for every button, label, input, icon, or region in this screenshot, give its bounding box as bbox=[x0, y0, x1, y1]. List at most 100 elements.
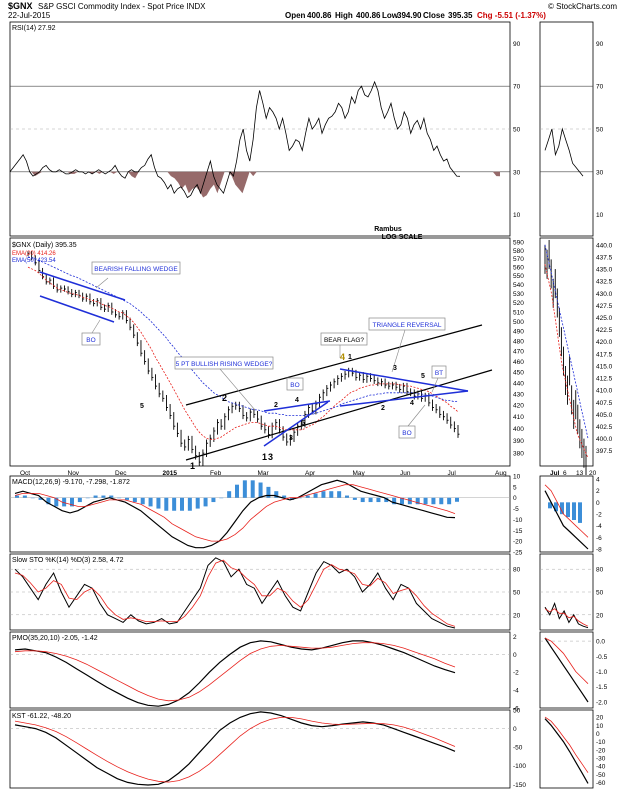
wave-number-label: 1 bbox=[348, 354, 352, 361]
x-tick-label: May bbox=[353, 470, 366, 477]
side-price-tick-label: 425.0 bbox=[596, 315, 613, 322]
kst-line bbox=[14, 711, 456, 786]
rising-wedge-label: 5 PT BULLISH RISING WEDGE? bbox=[176, 361, 273, 368]
side-price-tick-label: 400.0 bbox=[596, 436, 613, 443]
side-panel-frame bbox=[539, 709, 594, 789]
side-sto-k-line bbox=[544, 601, 589, 629]
macd-histogram-bar bbox=[431, 497, 436, 505]
macd-histogram-bar bbox=[30, 497, 35, 499]
side-macd-tick-label: -6 bbox=[596, 535, 602, 542]
price-tick-label: 410 bbox=[513, 414, 524, 421]
macd-histogram-bar bbox=[313, 493, 318, 498]
sto-tick-label: 80 bbox=[513, 567, 521, 574]
macd-histogram-bar bbox=[258, 482, 263, 498]
macd-histogram-bar bbox=[415, 497, 420, 505]
macd-histogram-bar bbox=[274, 491, 279, 498]
side-panel-frame bbox=[539, 475, 594, 553]
side-pmo-tick-label: -1.0 bbox=[596, 669, 608, 676]
x-tick-label: Aug bbox=[495, 470, 507, 477]
macd-histogram-bar bbox=[266, 486, 271, 498]
side-price-tick-label: 430.0 bbox=[596, 291, 613, 298]
macd-histogram-bar bbox=[227, 491, 232, 498]
side-pmo-line bbox=[544, 637, 589, 703]
panel-frame bbox=[9, 631, 511, 709]
macd-histogram-bar bbox=[352, 497, 357, 500]
kst-tick-label: -50 bbox=[513, 745, 523, 752]
bear-flag-label-box bbox=[320, 332, 368, 346]
side-ema20-line bbox=[544, 264, 589, 459]
close-value: 395.35 bbox=[448, 11, 473, 20]
rsi-line bbox=[9, 80, 461, 199]
side-kst-signal-line bbox=[544, 716, 589, 773]
rising-wedge-label-box bbox=[174, 356, 274, 370]
side-panel-frame bbox=[539, 237, 594, 467]
price-tick-label: 490 bbox=[513, 329, 524, 336]
side-macd-tick-label: 4 bbox=[596, 477, 600, 484]
side-price-tick-label: 410.0 bbox=[596, 388, 613, 395]
macd-histogram-bar bbox=[337, 491, 342, 498]
macd-histogram-bar bbox=[439, 497, 444, 505]
pmo-tick-label: -6 bbox=[513, 706, 519, 713]
macd-histogram-bar bbox=[321, 491, 326, 498]
macd-histogram-bar bbox=[211, 497, 216, 503]
macd-histogram-bar bbox=[242, 480, 247, 498]
wedge-pointer bbox=[95, 277, 109, 289]
rising-wedge-top bbox=[263, 400, 331, 412]
ema50-legend: EMA(50) 423.54 bbox=[12, 258, 56, 264]
price-tick-label: 390 bbox=[513, 438, 524, 445]
rsi-tick-label: 30 bbox=[513, 169, 521, 176]
side-sto-tick-label: 20 bbox=[596, 612, 604, 619]
macd-histogram-bar bbox=[195, 497, 200, 509]
wave-number-label: 5 bbox=[421, 373, 425, 380]
macd-histogram-bar bbox=[117, 497, 122, 499]
side-price-tick-label: 432.5 bbox=[596, 279, 613, 286]
high-label: High bbox=[335, 11, 353, 20]
side-x-tick-label: 20 bbox=[589, 470, 597, 477]
bt-label: BT bbox=[435, 370, 443, 377]
wave-number-label: 2 bbox=[274, 402, 278, 409]
channel-lower-line bbox=[185, 369, 493, 461]
scale-note: LOG SCALE bbox=[382, 234, 423, 241]
macd-histogram-bar bbox=[368, 497, 373, 503]
rsi-tick-label: 90 bbox=[513, 41, 521, 48]
bear-flag-label: BEAR FLAG? bbox=[324, 337, 364, 344]
pmo-tick-label: -4 bbox=[513, 688, 519, 695]
macd-histogram-bar bbox=[109, 495, 114, 498]
bt-pointer bbox=[431, 377, 439, 393]
sto-title: Slow STO %K(14) %D(3) 2.58, 4.72 bbox=[12, 557, 124, 564]
side-kst-tick-label: -10 bbox=[596, 739, 606, 746]
macd-histogram-bar bbox=[62, 497, 67, 507]
bo3-label-box bbox=[398, 425, 416, 439]
x-tick-label: Jun bbox=[400, 470, 411, 477]
macd-histogram-bar bbox=[164, 497, 169, 511]
side-sto-tick-label: 50 bbox=[596, 590, 604, 597]
x-tick-label: Mar bbox=[258, 470, 270, 477]
side-price-tick-label: 405.0 bbox=[596, 412, 613, 419]
ema50-line bbox=[27, 256, 459, 416]
wave-number-label: 2 bbox=[222, 393, 227, 403]
chart-title: S&P GSCI Commodity Index - Spot Price IN… bbox=[38, 2, 206, 11]
side-rsi-tick-label: 70 bbox=[596, 84, 604, 91]
side-price-tick-label: 420.0 bbox=[596, 339, 613, 346]
side-panel-frame bbox=[539, 631, 594, 709]
macd-histogram-bar bbox=[203, 497, 208, 507]
macd-histogram-bar bbox=[70, 497, 74, 507]
side-pmo-tick-label: 0.0 bbox=[596, 639, 605, 646]
pmo-line bbox=[14, 640, 456, 707]
side-rsi-tick-label: 50 bbox=[596, 127, 604, 134]
price-tick-label: 580 bbox=[513, 248, 524, 255]
bo2-label: BO bbox=[290, 382, 299, 389]
sto-tick-label: 50 bbox=[513, 590, 521, 597]
macd-histogram-bar bbox=[38, 497, 43, 500]
side-kst-tick-label: 20 bbox=[596, 715, 604, 722]
side-kst-tick-label: -40 bbox=[596, 764, 606, 771]
macd-histogram-bar bbox=[392, 497, 397, 505]
side-x-tick-label: Jul bbox=[550, 470, 560, 477]
side-macd-histogram-bar bbox=[566, 502, 570, 518]
macd-histogram-bar bbox=[305, 495, 310, 498]
wave-number-label: 1 bbox=[262, 452, 267, 462]
low-label: Low bbox=[382, 11, 398, 20]
side-macd-tick-label: 2 bbox=[596, 488, 600, 495]
side-price-tick-label: 435.0 bbox=[596, 267, 613, 274]
macd-histogram-bar bbox=[156, 497, 161, 509]
